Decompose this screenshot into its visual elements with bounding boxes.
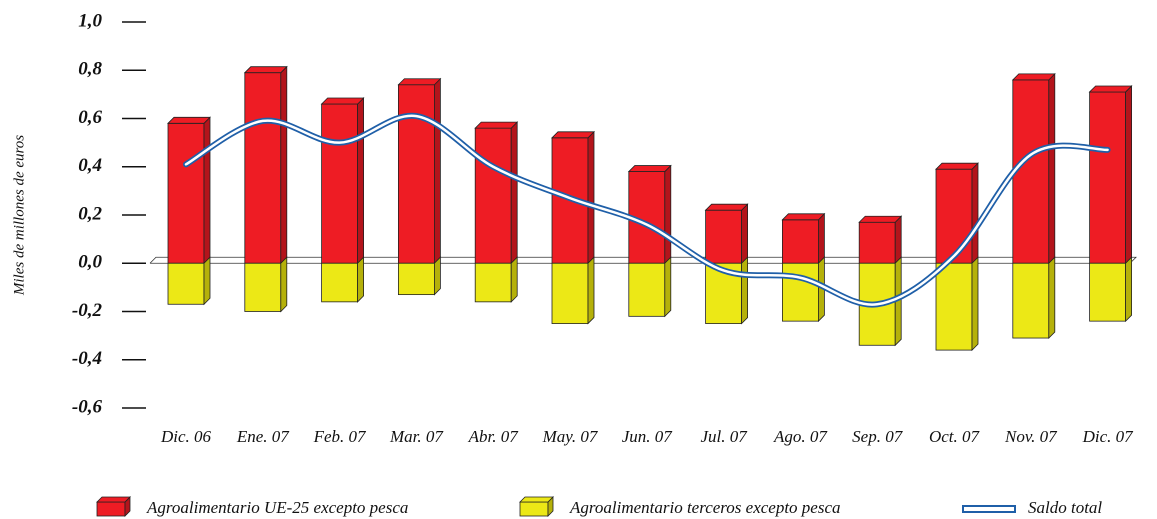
bar-top bbox=[243, 66, 288, 74]
bar bbox=[705, 209, 742, 264]
bar bbox=[397, 84, 435, 264]
x-tick-label: Sep. 07 bbox=[852, 427, 904, 446]
bar-side bbox=[587, 256, 595, 325]
legend-swatch-top bbox=[96, 496, 131, 503]
bar-side bbox=[433, 77, 441, 265]
bar-side bbox=[818, 256, 825, 323]
y-tick-label: 0,0 bbox=[78, 252, 102, 273]
bar-side bbox=[894, 256, 902, 347]
bar-side bbox=[433, 256, 441, 296]
bar-top bbox=[397, 78, 442, 86]
bar-side bbox=[971, 256, 979, 352]
x-tick-label: May. 07 bbox=[542, 427, 599, 446]
bar-side bbox=[510, 121, 518, 265]
bar-top bbox=[781, 213, 826, 221]
bar-top bbox=[320, 97, 365, 105]
bar-side bbox=[1125, 84, 1132, 265]
bar-side bbox=[357, 97, 365, 265]
bar bbox=[935, 168, 973, 264]
x-tick-label: Jul. 07 bbox=[700, 427, 748, 446]
y-tick-label: 0,2 bbox=[78, 203, 102, 224]
bar bbox=[474, 262, 512, 303]
bar-top bbox=[1088, 85, 1133, 93]
x-tick-label: Nov. 07 bbox=[1004, 427, 1058, 446]
y-tick-label: 0,8 bbox=[78, 59, 102, 80]
bar-side bbox=[357, 256, 365, 303]
x-tick-label: Jun. 07 bbox=[622, 427, 674, 446]
y-tick-label: 1,0 bbox=[78, 10, 102, 31]
bar-side bbox=[664, 256, 672, 318]
legend-label: Saldo total bbox=[1028, 498, 1102, 517]
y-tick-label: -0,4 bbox=[72, 348, 102, 369]
y-tick-label: 0,6 bbox=[78, 107, 102, 128]
bar bbox=[321, 262, 359, 303]
bar bbox=[628, 262, 666, 317]
bar-side bbox=[818, 212, 825, 265]
bar-side bbox=[741, 203, 748, 265]
bar-side bbox=[280, 256, 288, 313]
line-highlight bbox=[184, 114, 1109, 306]
bar bbox=[782, 262, 819, 322]
bar bbox=[1089, 91, 1126, 264]
bar bbox=[167, 262, 205, 305]
bar-top bbox=[1011, 73, 1056, 81]
bar-side bbox=[741, 256, 748, 325]
bar-side bbox=[280, 65, 288, 265]
bar bbox=[1012, 262, 1050, 339]
y-tick-label: 0,4 bbox=[78, 155, 102, 176]
y-tick-label: -0,6 bbox=[72, 396, 103, 417]
legend-label: Agroalimentario terceros excepto pesca bbox=[569, 498, 841, 517]
bar-side bbox=[510, 256, 518, 303]
bar-side bbox=[971, 162, 979, 265]
x-tick-label: Oct. 07 bbox=[929, 427, 981, 446]
bar-side bbox=[664, 164, 672, 265]
bar-side bbox=[203, 116, 211, 265]
bar bbox=[474, 127, 512, 264]
x-tick-label: Abr. 07 bbox=[468, 427, 520, 446]
bar-side bbox=[203, 256, 211, 306]
bar bbox=[397, 262, 435, 296]
bar-side bbox=[1048, 72, 1056, 265]
y-tick-label: -0,2 bbox=[72, 300, 103, 321]
bar-top bbox=[551, 131, 595, 139]
bar-side bbox=[1048, 256, 1056, 340]
legend-label: Agroalimentario UE-25 excepto pesca bbox=[146, 498, 408, 517]
bar bbox=[1012, 79, 1050, 264]
x-tick-label: Dic. 07 bbox=[1082, 427, 1135, 446]
legend-swatch bbox=[962, 505, 1016, 513]
bar-side bbox=[1125, 256, 1132, 323]
legend-swatch bbox=[519, 501, 549, 517]
bar-top bbox=[704, 203, 749, 211]
bar bbox=[167, 122, 205, 264]
bar bbox=[782, 219, 819, 264]
x-tick-label: Mar. 07 bbox=[389, 427, 444, 446]
bar-top bbox=[858, 215, 903, 223]
bar-top bbox=[167, 116, 211, 124]
x-tick-label: Ene. 07 bbox=[236, 427, 290, 446]
bar-side bbox=[894, 215, 902, 265]
x-tick-label: Ago. 07 bbox=[773, 427, 828, 446]
bar-top bbox=[474, 121, 519, 129]
bar bbox=[858, 221, 896, 264]
bar-top bbox=[627, 165, 672, 172]
y-axis-title: Miles de millones de euros bbox=[11, 135, 27, 296]
bar bbox=[935, 262, 973, 351]
bar-top bbox=[935, 162, 979, 170]
bar bbox=[321, 103, 359, 264]
bar-side bbox=[587, 130, 595, 265]
x-tick-label: Dic. 06 bbox=[160, 427, 212, 446]
x-tick-label: Feb. 07 bbox=[313, 427, 367, 446]
bar bbox=[244, 72, 282, 264]
bar bbox=[244, 262, 282, 312]
legend-swatch-top bbox=[519, 496, 554, 503]
bar bbox=[551, 262, 589, 324]
legend-swatch bbox=[96, 501, 126, 517]
bar bbox=[1089, 262, 1126, 322]
